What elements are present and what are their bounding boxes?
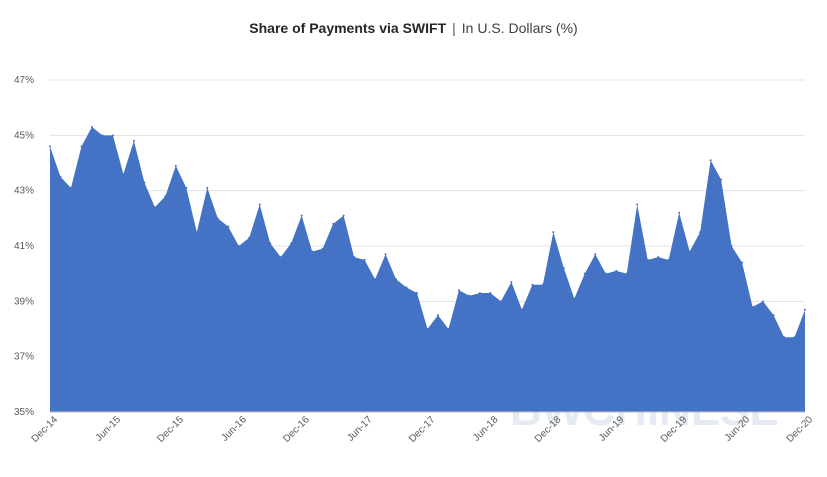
data-point: [751, 305, 754, 308]
data-point: [363, 258, 366, 261]
data-point: [562, 267, 565, 270]
data-point: [122, 173, 125, 176]
data-point: [541, 283, 544, 286]
data-point: [90, 126, 93, 129]
data-point: [59, 175, 62, 178]
data-point: [248, 236, 251, 239]
data-point: [573, 297, 576, 300]
y-tick-label: 41%: [14, 241, 34, 252]
data-point: [143, 181, 146, 184]
data-point: [321, 247, 324, 250]
data-point: [720, 178, 723, 181]
data-point: [216, 217, 219, 220]
x-tick-label: Dec-17: [407, 414, 438, 445]
data-point: [783, 336, 786, 339]
data-point: [101, 134, 104, 137]
data-point: [290, 242, 293, 245]
series-area: [50, 127, 805, 412]
y-tick-label: 35%: [14, 407, 34, 418]
data-point: [227, 225, 230, 228]
data-point: [374, 278, 377, 281]
data-point: [762, 300, 765, 303]
title-separator: |: [452, 20, 456, 36]
y-tick-label: 45%: [14, 130, 34, 141]
data-point: [489, 292, 492, 295]
y-tick-label: 39%: [14, 296, 34, 307]
data-point: [111, 134, 114, 137]
data-point: [269, 242, 272, 245]
data-point: [258, 203, 261, 206]
chart-title: Share of Payments via SWIFT: [249, 20, 447, 36]
data-point: [185, 186, 188, 189]
data-point: [132, 139, 135, 142]
data-point: [730, 245, 733, 247]
data-point: [206, 186, 209, 189]
data-point: [667, 258, 670, 261]
data-point: [583, 272, 586, 275]
data-point: [353, 256, 356, 259]
data-point: [772, 314, 775, 317]
data-point: [499, 300, 502, 303]
data-point: [741, 261, 744, 264]
y-tick-label: 37%: [14, 352, 34, 363]
x-tick-label: Jun-17: [345, 414, 375, 444]
data-point: [646, 258, 649, 261]
x-tick-label: Dec-14: [30, 414, 61, 445]
data-point: [311, 250, 314, 253]
data-point: [405, 286, 408, 289]
x-tick-label: Jun-15: [94, 414, 124, 444]
data-point: [625, 272, 628, 275]
data-point: [615, 269, 618, 272]
data-point: [478, 292, 481, 295]
x-tick-label: Jun-16: [219, 414, 249, 444]
data-point: [416, 292, 419, 295]
data-point: [342, 214, 345, 217]
data-point: [80, 145, 83, 148]
data-point: [195, 231, 198, 234]
x-tick-label: Dec-20: [785, 414, 816, 445]
data-point: [49, 145, 51, 148]
data-point: [636, 203, 639, 206]
data-point: [699, 231, 702, 234]
data-point: [657, 256, 660, 259]
data-point: [395, 278, 398, 281]
x-tick-label: Dec-16: [281, 414, 312, 445]
y-axis: 35% 37% 39% 41% 43% 45% 47%: [14, 75, 34, 418]
data-point: [678, 211, 681, 214]
data-point: [384, 253, 387, 256]
data-point: [468, 294, 471, 297]
data-point: [279, 256, 282, 259]
series-layer: [49, 126, 806, 412]
x-tick-label: Dec-15: [155, 414, 186, 445]
data-point: [709, 159, 712, 162]
data-point: [332, 222, 335, 225]
data-point: [510, 280, 513, 283]
data-point: [447, 328, 450, 330]
data-point: [604, 272, 607, 275]
y-tick-label: 43%: [14, 186, 34, 197]
data-point: [153, 206, 156, 209]
data-point: [520, 308, 523, 311]
data-point: [688, 250, 691, 253]
data-point: [237, 245, 240, 247]
data-point: [164, 195, 167, 198]
data-point: [300, 214, 303, 217]
data-point: [426, 328, 429, 330]
data-point: [69, 186, 72, 189]
data-point: [174, 164, 177, 167]
data-point: [793, 336, 796, 339]
data-point: [552, 231, 555, 234]
data-point: [594, 253, 597, 256]
chart-title-bar: Share of Payments via SWIFT | In U.S. Doll…: [0, 20, 827, 36]
data-point: [457, 289, 460, 292]
data-point: [804, 308, 806, 311]
chart-subtitle: In U.S. Dollars (%): [461, 20, 578, 36]
data-point: [436, 314, 439, 317]
x-tick-label: Jun-18: [471, 414, 501, 444]
y-tick-label: 47%: [14, 75, 34, 86]
data-point: [531, 283, 534, 286]
